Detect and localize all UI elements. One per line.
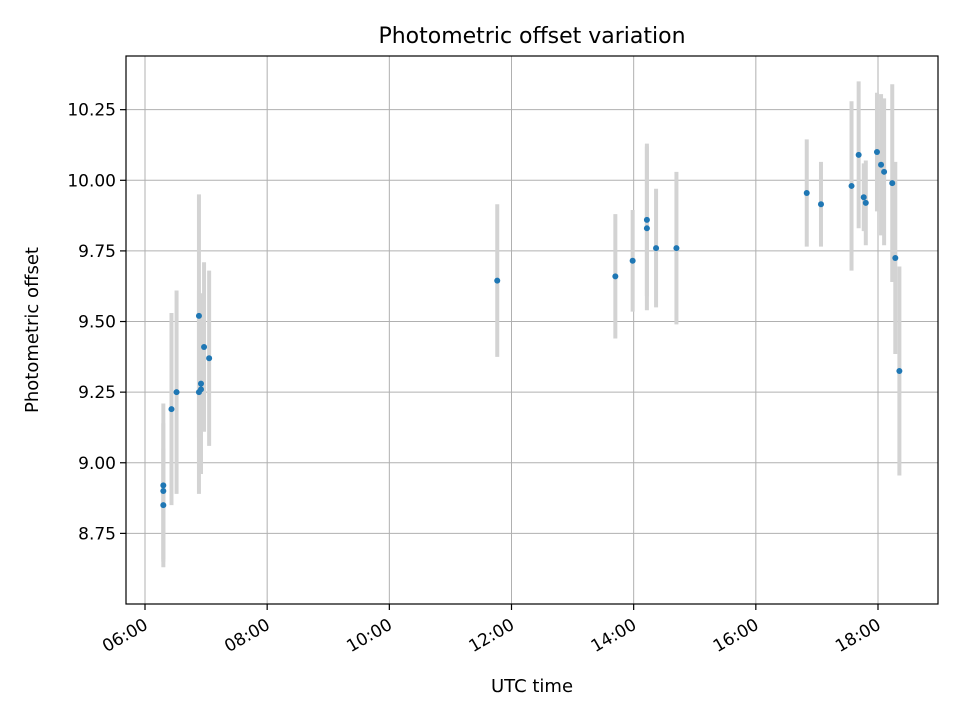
data-point (848, 182, 855, 189)
data-point (160, 482, 167, 489)
data-point (206, 355, 213, 362)
data-point (860, 194, 867, 201)
data-point (173, 389, 180, 396)
y-tick-label: 9.50 (78, 313, 116, 333)
data-point (855, 151, 862, 158)
data-point (896, 367, 903, 374)
x-axis-label: UTC time (491, 676, 573, 697)
data-point (889, 180, 896, 187)
data-point (201, 343, 208, 350)
y-tick-label: 10.00 (67, 171, 116, 191)
data-point (892, 254, 899, 261)
data-point (160, 502, 167, 509)
data-point (197, 380, 204, 387)
data-point (803, 190, 810, 196)
data-point (195, 312, 202, 319)
data-point (612, 273, 619, 280)
data-point (168, 406, 175, 413)
point-layer (160, 149, 903, 509)
data-point (673, 245, 680, 252)
grid-layer (126, 56, 938, 604)
data-point (197, 386, 204, 393)
data-point (643, 225, 650, 232)
y-tick-label: 8.75 (78, 524, 116, 544)
data-point (494, 277, 501, 284)
y-tick-label: 9.00 (78, 454, 116, 474)
data-point (862, 199, 869, 206)
y-axis-label: Photometric offset (22, 247, 43, 413)
chart-title: Photometric offset variation (378, 24, 685, 49)
data-point (160, 488, 167, 495)
y-tick-label: 9.25 (78, 383, 116, 403)
y-tick-label: 10.25 (67, 101, 116, 121)
data-point (643, 216, 650, 223)
data-point (873, 149, 880, 156)
plot-frame (125, 55, 939, 605)
y-tick-label: 9.75 (78, 242, 116, 262)
data-point (817, 201, 824, 208)
data-point (629, 257, 636, 264)
data-point (881, 168, 888, 175)
data-point (653, 245, 660, 252)
data-point (878, 161, 885, 168)
